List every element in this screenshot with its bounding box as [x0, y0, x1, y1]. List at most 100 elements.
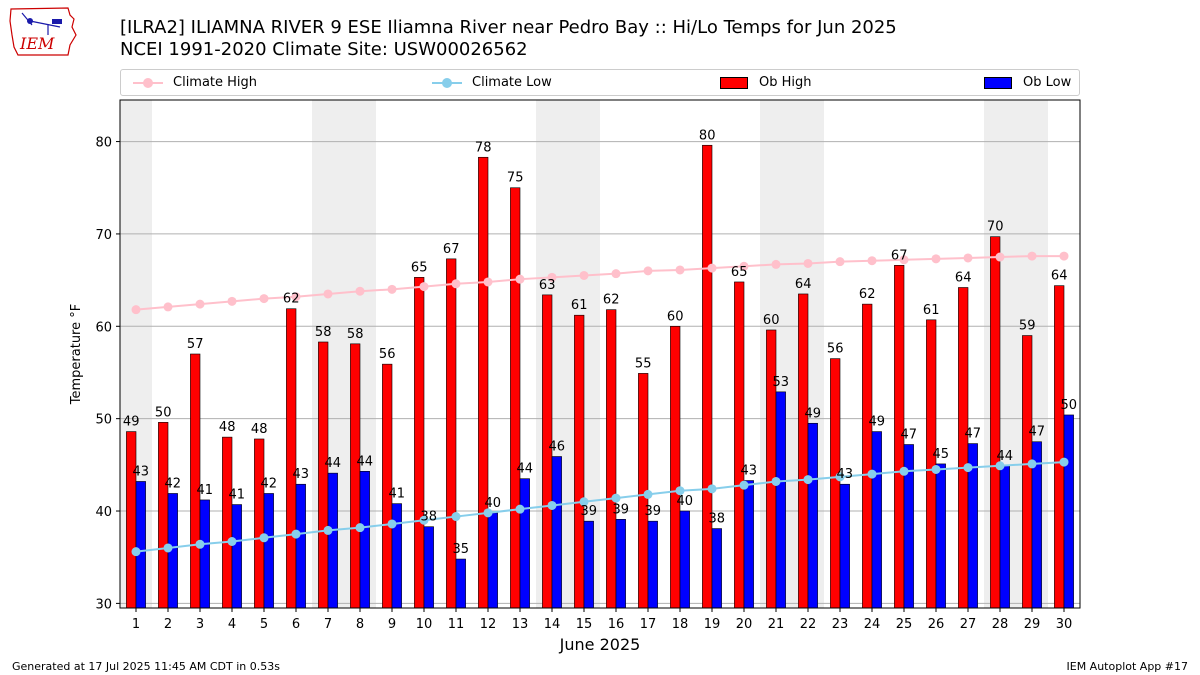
ob-high-bar: [318, 341, 329, 609]
ob-low-bar: [807, 422, 818, 609]
climate-high-point: [323, 289, 333, 299]
ob-high-bar: [830, 358, 841, 609]
x-tick-label: 8: [356, 617, 364, 632]
ob-low-label: 40: [677, 494, 694, 509]
ob-high-bar: [254, 438, 265, 609]
climate-high-point: [867, 256, 877, 266]
ob-low-label: 49: [805, 406, 822, 421]
ob-high-label: 50: [155, 405, 172, 420]
ob-low-label: 50: [1061, 398, 1078, 413]
climate-low-point: [963, 463, 973, 473]
ob-low-bar: [295, 483, 306, 609]
ob-high-label: 61: [571, 298, 588, 313]
ob-low-label: 38: [421, 510, 438, 525]
chart-subtitle: NCEI 1991-2020 Climate Site: USW00026562: [120, 39, 528, 60]
ob-low-label: 47: [965, 427, 982, 442]
ob-high-label: 65: [411, 260, 428, 275]
ob-low-bar: [231, 504, 242, 609]
ob-low-label: 42: [261, 476, 278, 491]
ob-low-label: 35: [453, 542, 470, 557]
legend-label-ob-high: Ob High: [759, 75, 812, 90]
legend-label-climate-low: Climate Low: [472, 75, 552, 90]
ob-low-bar: [199, 499, 210, 609]
climate-high-point: [707, 263, 717, 273]
ob-low-bar: [583, 520, 594, 609]
ob-low-bar: [935, 463, 946, 609]
ob-high-label: 70: [987, 220, 1004, 235]
x-tick-label: 13: [512, 617, 529, 632]
x-tick-label: 25: [896, 617, 913, 632]
ob-low-bar: [551, 456, 562, 609]
ob-low-swatch-icon: [983, 76, 1013, 90]
ob-high-swatch-icon: [719, 76, 749, 90]
climate-low-point: [739, 480, 749, 490]
climate-low-point: [515, 504, 525, 514]
legend-label-ob-low: Ob Low: [1023, 75, 1072, 90]
iem-logo: IEM: [9, 7, 77, 56]
ob-low-bar: [839, 483, 850, 609]
x-tick-label: 2: [164, 617, 172, 632]
climate-low-point: [131, 547, 141, 557]
climate-high-point: [579, 270, 589, 280]
climate-high-point: [515, 274, 525, 284]
x-tick-label: 10: [416, 617, 433, 632]
ob-high-label: 49: [123, 415, 140, 430]
y-tick-label: 80: [95, 136, 112, 151]
x-tick-label: 24: [864, 617, 881, 632]
climate-low-point: [195, 539, 205, 549]
climate-low-point: [227, 536, 237, 546]
ob-high-bar: [158, 422, 169, 609]
x-tick-label: 12: [480, 617, 497, 632]
ob-high-label: 60: [763, 313, 780, 328]
climate-high-point: [291, 292, 301, 302]
ob-low-bar: [999, 465, 1010, 609]
app-id: IEM Autoplot App #17: [1066, 660, 1189, 673]
ob-low-label: 49: [869, 415, 886, 430]
legend-item-ob-low: Ob Low: [983, 70, 1071, 95]
ob-high-bar: [670, 325, 681, 609]
ob-high-bar: [1054, 285, 1065, 609]
generated-timestamp: Generated at 17 Jul 2025 11:45 AM CDT in…: [12, 660, 280, 673]
logo-text: IEM: [19, 34, 55, 53]
ob-low-label: 41: [197, 483, 214, 498]
ob-low-label: 43: [741, 464, 758, 479]
y-tick-label: 60: [95, 320, 112, 335]
y-axis-label: Temperature °F: [69, 304, 84, 405]
ob-high-bar: [222, 436, 233, 609]
ob-high-bar: [606, 309, 617, 609]
ob-low-label: 53: [773, 375, 790, 390]
ob-high-label: 48: [251, 422, 268, 437]
climate-high-point: [835, 257, 845, 267]
x-tick-label: 26: [928, 617, 945, 632]
ob-low-bar: [487, 512, 498, 609]
climate-low-point: [803, 475, 813, 485]
ob-high-label: 64: [1051, 269, 1068, 284]
climate-high-point: [995, 252, 1005, 262]
ob-low-bar: [391, 503, 402, 609]
ob-low-bar: [423, 526, 434, 609]
ob-high-bar: [414, 277, 425, 609]
x-tick-label: 14: [544, 617, 561, 632]
y-tick-label: 40: [95, 505, 112, 520]
x-tick-label: 16: [608, 617, 625, 632]
ob-high-bar: [766, 329, 777, 609]
ob-high-label: 59: [1019, 319, 1036, 334]
climate-low-point: [707, 484, 717, 494]
ob-low-label: 46: [549, 440, 566, 455]
ob-high-label: 62: [283, 292, 300, 307]
climate-high-point: [803, 258, 813, 268]
ob-high-label: 60: [667, 309, 684, 324]
ob-high-label: 64: [795, 277, 812, 292]
climate-low-point: [995, 461, 1005, 471]
climate-high-point: [963, 253, 973, 263]
legend-label-climate-high: Climate High: [173, 75, 258, 90]
ob-high-bar: [350, 343, 361, 609]
climate-low-point: [931, 464, 941, 474]
climate-high-point: [163, 302, 173, 312]
ob-high-bar: [702, 144, 713, 609]
x-tick-label: 30: [1056, 617, 1073, 632]
ob-low-bar: [327, 472, 338, 609]
ob-high-bar: [510, 187, 521, 609]
x-tick-label: 20: [736, 617, 753, 632]
x-tick-label: 5: [260, 617, 268, 632]
